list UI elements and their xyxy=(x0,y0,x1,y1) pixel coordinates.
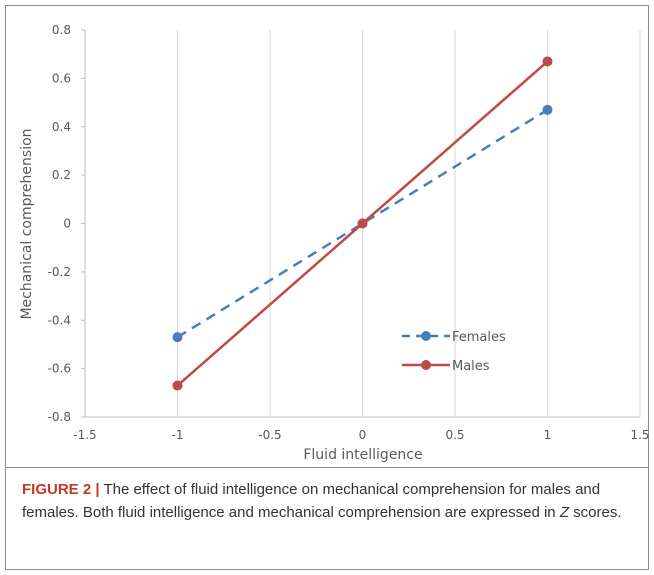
x-tick-label: -0.5 xyxy=(258,428,281,442)
tick-labels: -1.5 -1 -0.5 0 0.5 1 1.5 0.8 0.6 0.4 0.2 0 -0.2 -0.4 -… xyxy=(48,23,650,442)
x-tick-label: 1 xyxy=(544,428,552,442)
caption-text-1: The effect of fluid intelligence on mech… xyxy=(22,481,601,521)
legend: Females Males xyxy=(402,330,506,374)
data-point-females xyxy=(542,104,553,115)
caption-divider xyxy=(5,467,649,468)
y-tick-label: -0.4 xyxy=(48,313,71,327)
y-axis-title: Mechanical comprehension xyxy=(19,128,35,319)
y-tick-label: 0 xyxy=(63,217,71,231)
y-tick-label: 0.2 xyxy=(52,168,71,182)
data-point-females xyxy=(172,332,183,343)
line-chart: -1.5 -1 -0.5 0 0.5 1 1.5 0.8 0.6 0.4 0.2 0 -0.2 -0.4 -… xyxy=(19,23,650,463)
x-tick-label: 0 xyxy=(359,428,367,442)
y-tick-label: 0.6 xyxy=(52,71,71,85)
figure-label: FIGURE 2 | xyxy=(22,481,100,498)
figure-frame xyxy=(5,5,649,570)
figure-caption: FIGURE 2 | The effect of fluid intellige… xyxy=(22,478,642,524)
legend-marker-males xyxy=(421,360,431,370)
data-point-males xyxy=(172,380,183,391)
x-tick-label: -1.5 xyxy=(73,428,96,442)
x-tick-label: -1 xyxy=(172,428,184,442)
axes xyxy=(81,29,640,418)
data-point-males xyxy=(357,218,368,229)
legend-marker-females xyxy=(421,331,431,341)
y-tick-label: 0.4 xyxy=(52,120,71,134)
series-group xyxy=(172,56,553,391)
caption-z: Z xyxy=(559,504,569,521)
series-line-females xyxy=(176,108,549,339)
y-tick-label: 0.8 xyxy=(52,23,71,37)
x-tick-label: 1.5 xyxy=(630,428,649,442)
legend-label-females: Females xyxy=(452,330,506,345)
legend-label-males: Males xyxy=(452,359,490,374)
y-tick-label: -0.6 xyxy=(48,362,71,376)
y-tick-label: -0.2 xyxy=(48,265,71,279)
x-tick-label: 0.5 xyxy=(445,428,464,442)
x-axis-title: Fluid intelligence xyxy=(303,447,422,463)
data-point-males xyxy=(542,56,553,67)
caption-text-2: scores. xyxy=(568,504,622,521)
y-tick-label: -0.8 xyxy=(48,410,71,424)
